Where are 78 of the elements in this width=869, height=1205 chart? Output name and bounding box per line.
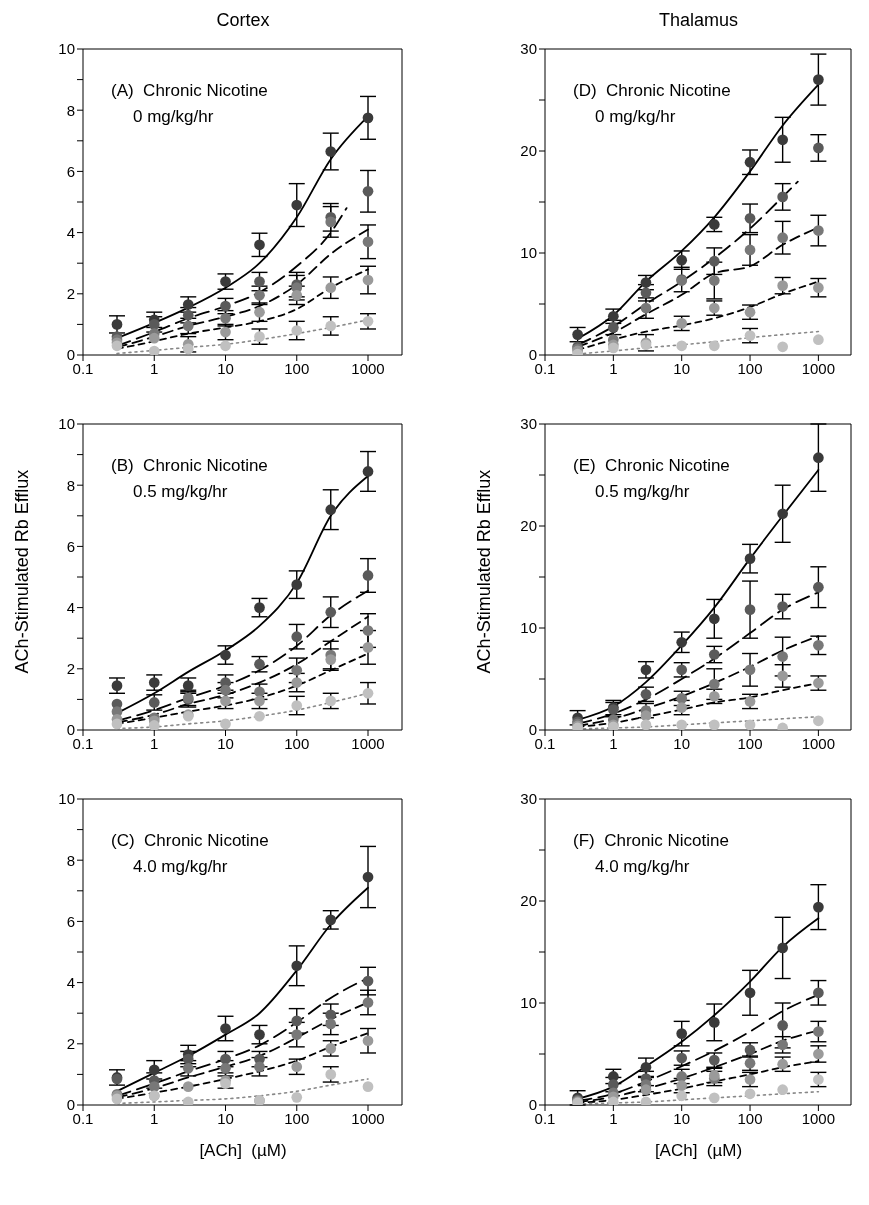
x-tick-label: 1000 bbox=[801, 1109, 836, 1127]
annotation: 0 mg/kg/hr bbox=[132, 106, 215, 128]
y-tick-label: 10 bbox=[520, 994, 537, 1012]
x-tick-label: 0.1 bbox=[72, 734, 94, 752]
y-tick-label: 0 bbox=[528, 721, 537, 739]
x-tick-label: 1000 bbox=[801, 359, 836, 377]
annotation: 4.0 mg/kg/hr bbox=[132, 856, 229, 878]
y-tick-label: 0 bbox=[528, 1096, 537, 1114]
y-tick-label: 10 bbox=[58, 415, 75, 433]
y-tick-label: 30 bbox=[520, 415, 537, 433]
y-tick-label: 0 bbox=[66, 1096, 75, 1114]
x-tick-label: 1 bbox=[150, 1109, 159, 1127]
x-tick-label: 1 bbox=[150, 359, 159, 377]
y-tick-label: 8 bbox=[66, 851, 75, 869]
y-tick-label: 2 bbox=[66, 1035, 75, 1053]
x-axis-title: [ACh] (µM) bbox=[198, 1141, 288, 1161]
x-tick-label: 10 bbox=[673, 734, 691, 752]
x-tick-label: 0.1 bbox=[72, 1109, 94, 1127]
y-tick-label: 6 bbox=[66, 912, 75, 930]
x-axis-title: [ACh] (µM) bbox=[653, 1141, 744, 1161]
x-tick-label: 100 bbox=[737, 359, 763, 377]
y-tick-label: 0 bbox=[66, 346, 75, 364]
y-tick-label: 0 bbox=[66, 721, 75, 739]
y-tick-label: 2 bbox=[66, 660, 75, 678]
y-tick-label: 4 bbox=[66, 223, 75, 241]
x-tick-label: 10 bbox=[217, 359, 234, 377]
annotation: (E) Chronic Nicotine bbox=[573, 455, 730, 477]
x-tick-label: 10 bbox=[217, 1109, 234, 1127]
x-tick-label: 10 bbox=[673, 359, 691, 377]
x-tick-label: 0.1 bbox=[72, 359, 94, 377]
y-tick-label: 10 bbox=[520, 244, 537, 262]
y-tick-label: 6 bbox=[66, 162, 75, 180]
x-tick-label: 100 bbox=[284, 1109, 310, 1127]
y-tick-label: 20 bbox=[520, 142, 537, 160]
x-tick-label: 10 bbox=[217, 734, 234, 752]
annotation: (B) Chronic Nicotine bbox=[111, 455, 268, 477]
chart-title: Thalamus bbox=[658, 10, 739, 31]
y-tick-label: 0 bbox=[528, 346, 537, 364]
annotation: 0 mg/kg/hr bbox=[594, 106, 677, 128]
y-tick-label: 30 bbox=[520, 790, 537, 808]
y-tick-label: 10 bbox=[58, 40, 75, 58]
y-tick-label: 6 bbox=[66, 537, 75, 555]
x-tick-label: 1000 bbox=[351, 1109, 385, 1127]
annotation: (F) Chronic Nicotine bbox=[573, 830, 729, 852]
annotation: 0.5 mg/kg/hr bbox=[594, 481, 691, 503]
x-tick-label: 0.1 bbox=[534, 734, 556, 752]
y-tick-label: 20 bbox=[520, 892, 537, 910]
x-tick-label: 100 bbox=[737, 734, 763, 752]
y-tick-label: 10 bbox=[520, 619, 537, 637]
annotation: 0.5 mg/kg/hr bbox=[132, 481, 229, 503]
y-tick-label: 30 bbox=[520, 40, 537, 58]
y-axis-title: ACh-Stimulated Rb Efflux bbox=[12, 469, 34, 674]
y-tick-label: 2 bbox=[66, 285, 75, 303]
chart-title: Cortex bbox=[215, 10, 271, 31]
x-tick-label: 1 bbox=[609, 734, 618, 752]
x-tick-label: 100 bbox=[284, 359, 310, 377]
y-tick-label: 20 bbox=[520, 517, 537, 535]
y-tick-label: 10 bbox=[58, 790, 75, 808]
y-tick-label: 8 bbox=[66, 101, 75, 119]
x-tick-label: 1 bbox=[609, 359, 618, 377]
x-tick-label: 1 bbox=[609, 1109, 618, 1127]
x-tick-label: 0.1 bbox=[534, 359, 556, 377]
y-axis-title: ACh-Stimulated Rb Efflux bbox=[474, 469, 496, 674]
y-tick-label: 8 bbox=[66, 476, 75, 494]
x-tick-label: 100 bbox=[737, 1109, 763, 1127]
y-tick-label: 4 bbox=[66, 598, 75, 616]
annotation: 4.0 mg/kg/hr bbox=[594, 856, 691, 878]
x-tick-label: 1000 bbox=[351, 359, 385, 377]
x-tick-label: 1000 bbox=[351, 734, 385, 752]
annotation: (A) Chronic Nicotine bbox=[111, 80, 268, 102]
x-tick-label: 1 bbox=[150, 734, 159, 752]
x-tick-label: 0.1 bbox=[534, 1109, 556, 1127]
annotation: (D) Chronic Nicotine bbox=[573, 80, 731, 102]
x-tick-label: 100 bbox=[284, 734, 310, 752]
x-tick-label: 1000 bbox=[801, 734, 836, 752]
x-tick-label: 10 bbox=[673, 1109, 691, 1127]
y-tick-label: 4 bbox=[66, 973, 75, 991]
annotation: (C) Chronic Nicotine bbox=[111, 830, 269, 852]
